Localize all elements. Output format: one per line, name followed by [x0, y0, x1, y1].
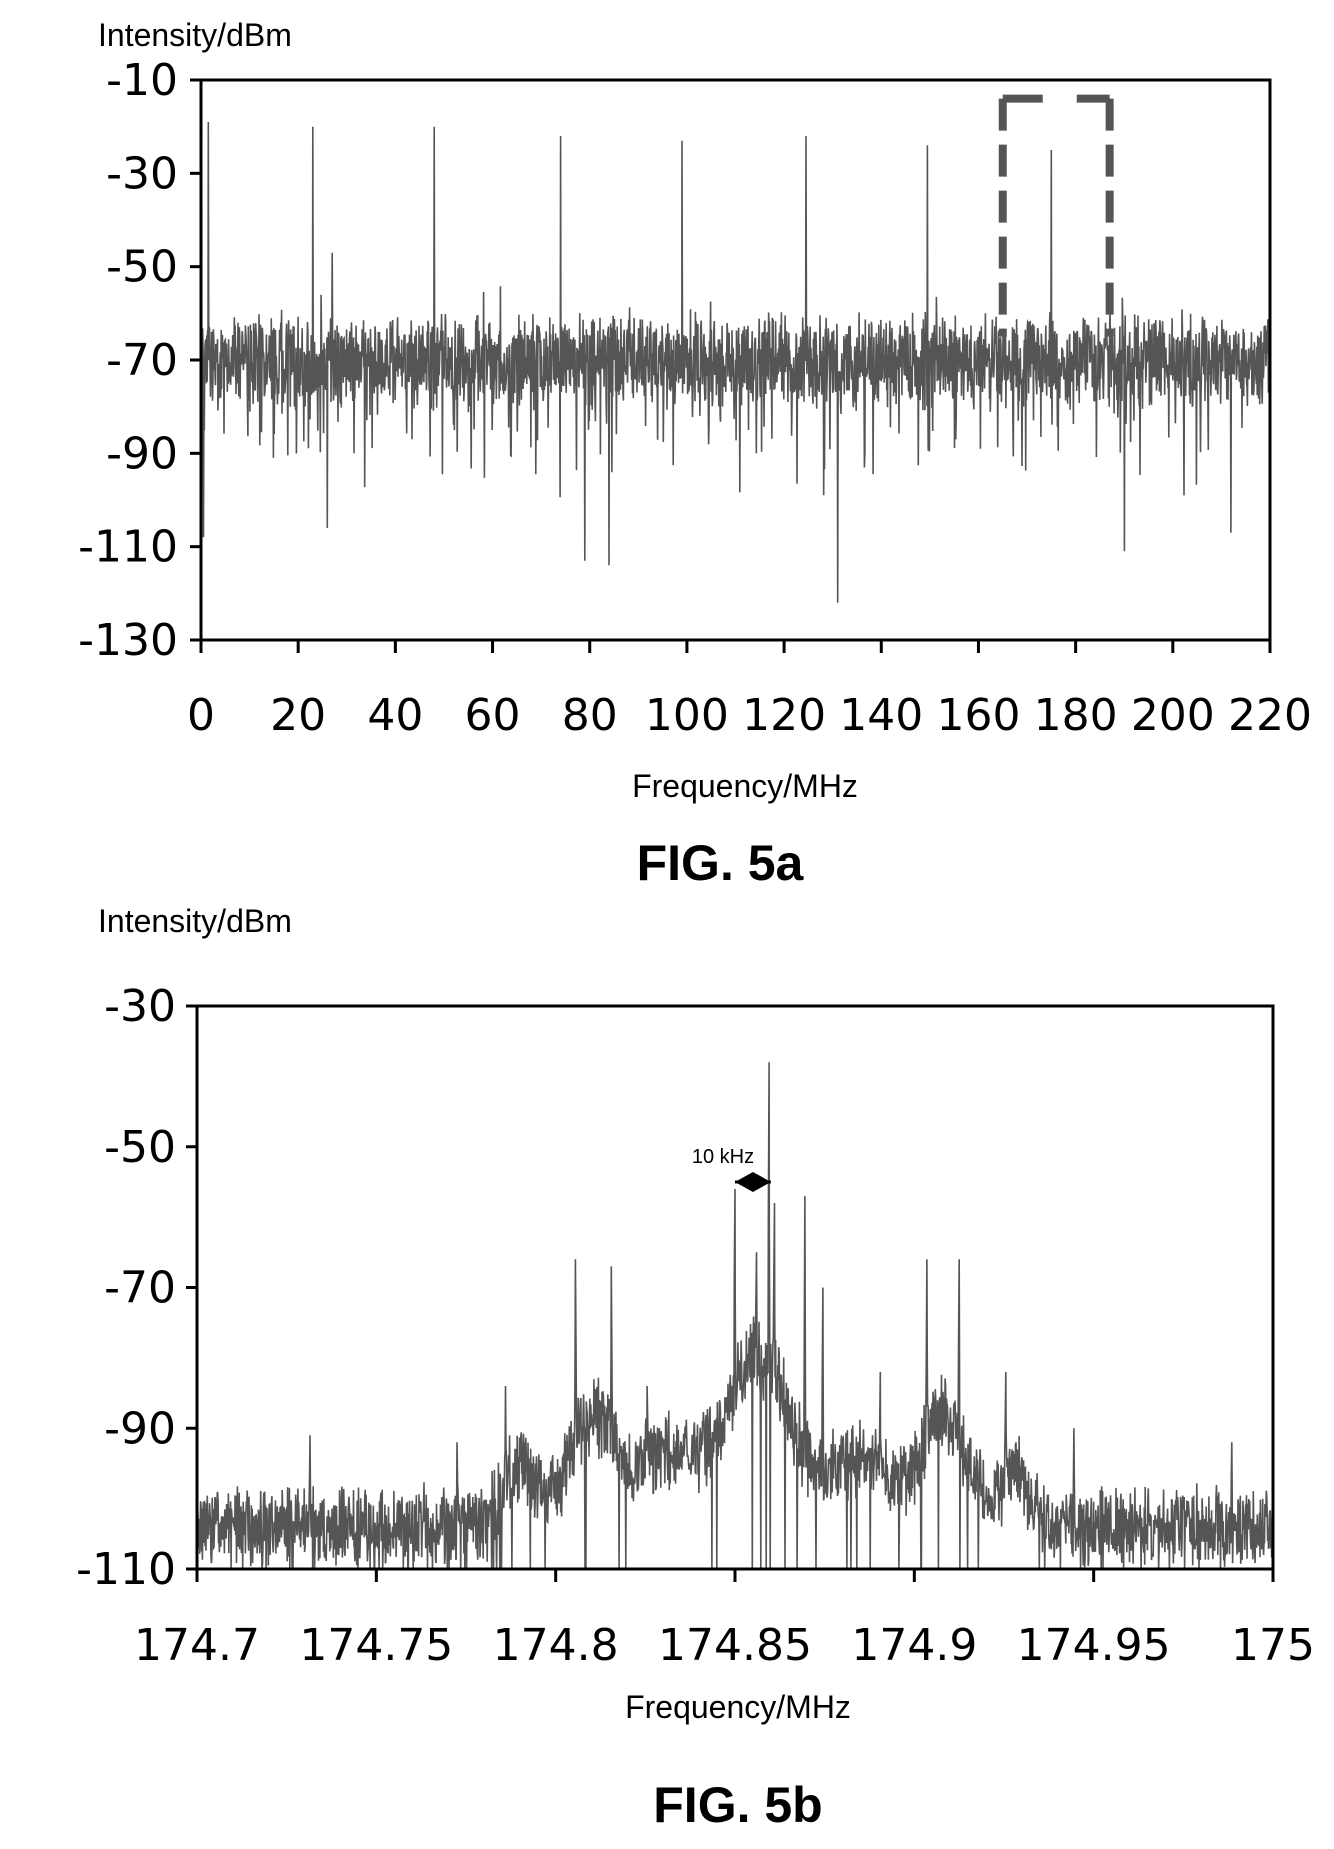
chart-5b-x-tick-label: 174.95 [1017, 1620, 1171, 1671]
chart-5a-x-tick-label: 200 [1131, 690, 1215, 741]
chart-5b-x-tick-label: 174.9 [851, 1620, 977, 1671]
chart-5b-y-tick-label: -70 [104, 1263, 176, 1314]
chart-5a-x-tick-label: 180 [1034, 690, 1118, 741]
chart-5a-x-tick-label: 120 [742, 690, 826, 741]
chart-5a-x-tick-label: 20 [270, 690, 326, 741]
chart-5a-y-tick-label: -130 [78, 615, 178, 666]
chart-5b-x-tick-label: 175 [1231, 1620, 1315, 1671]
chart-5a-y-tick-label: -30 [106, 148, 178, 199]
chart-5b-x-tick-label: 174.75 [299, 1620, 453, 1671]
chart-5a-x-ticks: 0 20 40 60 80 100 120 140 160 180 200 220 [187, 640, 1312, 741]
chart-5a-y-tick-label: -10 [106, 55, 178, 106]
chart-5b-annotation-label: 10 kHz [692, 1146, 754, 1168]
chart-5b-spectrum-line [196, 1062, 1274, 1570]
chart-5a-x-tick-label: 60 [465, 690, 521, 741]
chart-5a-x-axis-label: Frequency/MHz [632, 768, 858, 804]
chart-5b-annotation: 10 kHz [692, 1146, 771, 1192]
chart-5a-x-tick-label: 80 [562, 690, 618, 741]
chart-5a-x-tick-label: 160 [936, 690, 1020, 741]
chart-5a-y-axis-label: Intensity/dBm [98, 17, 292, 53]
chart-5b-x-ticks: 174.7 174.75 174.8 174.85 174.9 174.95 175 [134, 1569, 1315, 1671]
chart-5a-y-tick-label: -90 [106, 428, 178, 479]
chart-5b-x-axis-label: Frequency/MHz [625, 1689, 851, 1725]
chart-5a: Intensity/dBm -10 -30 -50 -70 -90 -110 -130 0 2… [78, 17, 1312, 891]
chart-5b-trace-group [196, 1062, 1274, 1570]
chart-5a-x-tick-label: 100 [645, 690, 729, 741]
chart-5a-x-tick-label: 220 [1228, 690, 1312, 741]
chart-5b-x-tick-label: 174.85 [658, 1620, 812, 1671]
chart-5b-y-tick-label: -50 [104, 1122, 176, 1173]
chart-5a-y-tick-label: -50 [106, 242, 178, 293]
chart-5b-y-axis-label: Intensity/dBm [98, 903, 292, 939]
chart-5a-y-tick-label: -70 [106, 335, 178, 386]
chart-5a-x-tick-label: 0 [187, 690, 215, 741]
chart-5a-y-tick-label: -110 [78, 522, 178, 573]
chart-5b: Intensity/dBm -30-50-70-90-110 174.7 174.… [76, 903, 1315, 1833]
chart-5a-y-ticks: -10 -30 -50 -70 -90 -110 -130 [78, 55, 201, 666]
chart-5a-trace-group [200, 121, 1271, 603]
chart-5a-x-tick-label: 140 [839, 690, 923, 741]
chart-5a-highlight-box [998, 94, 1114, 337]
chart-5a-x-tick-label: 40 [367, 690, 423, 741]
chart-5b-y-tick-label: -110 [76, 1544, 176, 1595]
fig-5a-caption: FIG. 5a [637, 835, 805, 891]
chart-5b-y-ticks: -30 -50 -70 -90 -110 [76, 981, 197, 1595]
fig-5b-caption: FIG. 5b [653, 1777, 822, 1833]
chart-5b-y-tick-label: -90 [104, 1403, 176, 1454]
chart-5a-spectrum-line [200, 121, 1271, 603]
chart-5b-x-tick-label: 174.8 [493, 1620, 619, 1671]
chart-5b-y-tick-label: -30 [104, 981, 176, 1032]
chart-5b-x-tick-label: 174.7 [134, 1620, 260, 1671]
